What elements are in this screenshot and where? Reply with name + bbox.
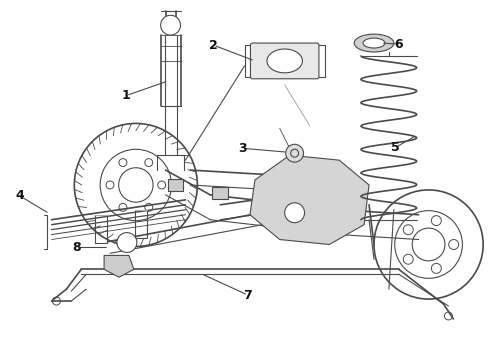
Text: 4: 4 (15, 189, 24, 202)
Circle shape (286, 144, 303, 162)
Polygon shape (250, 155, 369, 244)
Text: 8: 8 (72, 241, 81, 254)
Polygon shape (104, 255, 134, 277)
Text: 2: 2 (209, 39, 218, 51)
Bar (168, 179, 183, 191)
Text: 3: 3 (238, 142, 246, 155)
Text: 1: 1 (122, 89, 130, 102)
Ellipse shape (363, 38, 385, 48)
Circle shape (285, 203, 305, 223)
Ellipse shape (267, 49, 302, 73)
Circle shape (117, 233, 137, 252)
Text: 6: 6 (394, 37, 403, 50)
Text: 7: 7 (244, 289, 252, 302)
FancyBboxPatch shape (250, 43, 319, 79)
Ellipse shape (354, 34, 394, 52)
Bar (212, 187, 228, 199)
Circle shape (161, 15, 180, 35)
Text: 5: 5 (392, 141, 400, 154)
